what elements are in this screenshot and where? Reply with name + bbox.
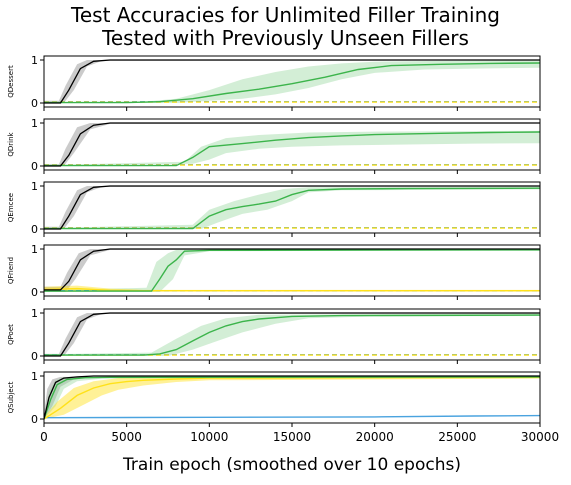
black-range-band bbox=[44, 123, 540, 166]
yellow-series-line bbox=[44, 376, 540, 420]
black-series-line bbox=[44, 59, 540, 104]
y-tick-label: 1 bbox=[31, 117, 38, 130]
y-tick-label: 0 bbox=[31, 350, 38, 363]
x-tick-label: 30000 bbox=[521, 430, 559, 444]
y-tick-label: 1 bbox=[31, 370, 38, 383]
y-axis-label: QDessert bbox=[7, 65, 15, 98]
green-range-band bbox=[44, 60, 540, 103]
green-series-line bbox=[44, 376, 540, 420]
y-tick-label: 0 bbox=[31, 97, 38, 110]
plot-area bbox=[44, 59, 540, 104]
green-series-line bbox=[44, 131, 540, 167]
green-range-band bbox=[44, 186, 540, 229]
yellow-series-line bbox=[44, 287, 540, 292]
black-series-line bbox=[44, 122, 540, 167]
black-series-line bbox=[44, 375, 540, 420]
y-tick-label: 0 bbox=[31, 286, 38, 299]
plot-area bbox=[44, 248, 540, 292]
green-series-line bbox=[44, 249, 540, 292]
y-tick-label: 1 bbox=[31, 180, 38, 193]
x-tick-label: 5000 bbox=[111, 430, 142, 444]
panel-qdrink: 0 1 QDrink bbox=[7, 117, 541, 174]
y-tick-label: 1 bbox=[31, 307, 38, 320]
panel-frame bbox=[43, 244, 541, 297]
x-tick-label: 10000 bbox=[190, 430, 228, 444]
y-tick-label: 1 bbox=[31, 243, 38, 256]
y-tick-label: 1 bbox=[31, 54, 38, 67]
chart-title-line-1: Test Accuracies for Unlimited Filler Tra… bbox=[71, 3, 500, 27]
panel-qemcee: 0 1 QEmcee bbox=[7, 180, 541, 237]
green-range-band bbox=[44, 130, 540, 166]
green-series-line bbox=[44, 62, 540, 104]
plot-area bbox=[44, 185, 540, 230]
plot-area bbox=[44, 122, 540, 167]
green-series-line bbox=[44, 187, 540, 230]
x-axis-label: Train epoch (smoothed over 10 epochs) bbox=[123, 455, 461, 475]
y-tick-label: 0 bbox=[31, 223, 38, 236]
black-series-line bbox=[44, 248, 540, 291]
x-tick-label: 0 bbox=[40, 430, 48, 444]
black-series-line bbox=[44, 185, 540, 230]
y-tick-label: 0 bbox=[31, 413, 38, 426]
panel-qsubject: 0 1 QSubject bbox=[7, 370, 541, 427]
black-series-line bbox=[44, 312, 540, 357]
plot-area bbox=[44, 375, 540, 420]
y-axis-label: QFriend bbox=[7, 257, 15, 284]
y-axis-label: QPoet bbox=[7, 324, 15, 345]
green-series-line bbox=[44, 314, 540, 356]
green-range-band bbox=[44, 249, 540, 292]
panel-qdessert: 0 1 QDessert bbox=[7, 54, 541, 111]
y-tick-label: 0 bbox=[31, 160, 38, 173]
green-range-band bbox=[44, 313, 540, 356]
y-axis-label: QDrink bbox=[7, 131, 15, 156]
y-axis-label: QSubject bbox=[7, 381, 15, 413]
x-tick-label: 15000 bbox=[273, 430, 311, 444]
black-range-band bbox=[44, 249, 540, 292]
panel-qfriend: 0 1 QFriend bbox=[7, 243, 541, 300]
x-tick-label: 20000 bbox=[356, 430, 394, 444]
chart-title: Test Accuracies for Unlimited Filler Tra… bbox=[0, 4, 571, 50]
chart-title-line-2: Tested with Previously Unseen Fillers bbox=[102, 26, 469, 50]
y-axis-label: QEmcee bbox=[7, 193, 15, 222]
plot-area bbox=[44, 312, 540, 357]
panel-qpoet: 0 1 QPoet bbox=[7, 307, 541, 364]
x-tick-label: 25000 bbox=[438, 430, 476, 444]
blue-series-line bbox=[44, 414, 540, 419]
